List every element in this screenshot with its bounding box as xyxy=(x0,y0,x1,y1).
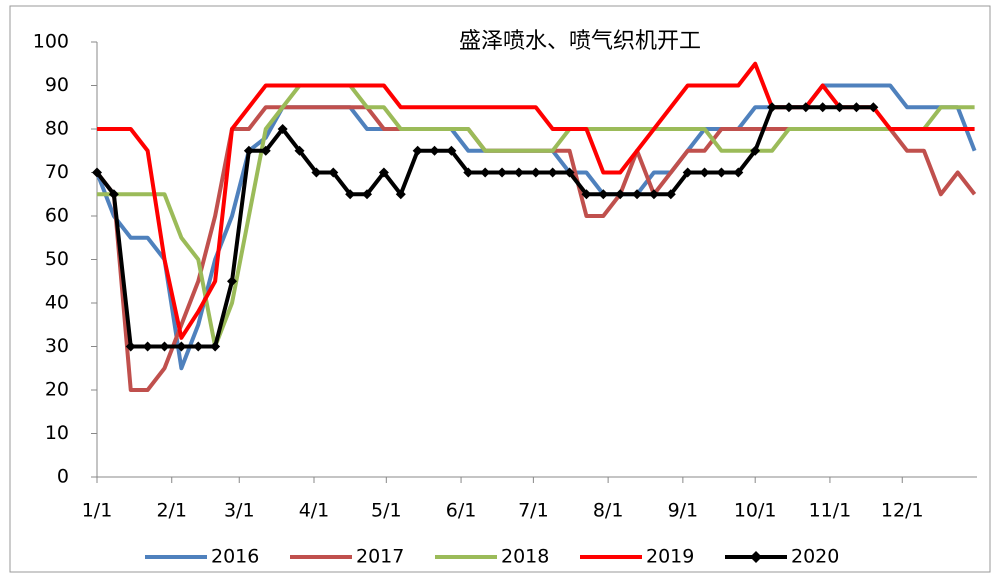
series-marker xyxy=(648,189,659,200)
series-marker xyxy=(834,102,845,113)
y-tick-label: 50 xyxy=(45,248,69,270)
series-marker xyxy=(429,145,440,156)
series-line xyxy=(97,83,975,349)
series-marker xyxy=(210,341,221,352)
y-tick-label: 70 xyxy=(45,161,69,183)
series-marker xyxy=(530,167,541,178)
series-marker xyxy=(817,102,828,113)
series-marker xyxy=(345,189,356,200)
series-marker xyxy=(227,276,238,287)
series-marker xyxy=(581,189,592,200)
legend-marker xyxy=(750,551,762,563)
series-marker xyxy=(665,189,676,200)
series-marker xyxy=(480,167,491,178)
series-marker xyxy=(108,189,119,200)
y-tick-label: 100 xyxy=(33,31,69,53)
chart-frame xyxy=(9,5,991,573)
series-marker xyxy=(159,341,170,352)
y-tick-label: 40 xyxy=(45,292,69,314)
series-marker xyxy=(294,145,305,156)
series-marker xyxy=(412,145,423,156)
x-tick-label: 4/1 xyxy=(299,500,330,522)
series-marker xyxy=(463,167,474,178)
x-tick-label: 1/1 xyxy=(82,500,113,522)
series-marker xyxy=(125,341,136,352)
series-marker xyxy=(142,341,153,352)
series-marker xyxy=(783,102,794,113)
x-tick-label: 7/1 xyxy=(518,500,549,522)
x-tick-label: 10/1 xyxy=(734,500,777,522)
x-tick-label: 9/1 xyxy=(668,500,699,522)
series-marker xyxy=(243,145,254,156)
series-marker xyxy=(193,341,204,352)
legend-label: 2019 xyxy=(646,546,694,568)
series-marker xyxy=(750,145,761,156)
legend-label: 2020 xyxy=(791,546,839,568)
series-marker xyxy=(311,167,322,178)
x-tick-label: 6/1 xyxy=(446,500,477,522)
x-tick-label: 3/1 xyxy=(224,500,255,522)
series-marker xyxy=(851,102,862,113)
series-marker xyxy=(632,189,643,200)
y-tick-label: 20 xyxy=(45,379,69,401)
series-marker xyxy=(260,145,271,156)
series-marker xyxy=(564,167,575,178)
x-tick-label: 12/1 xyxy=(881,500,924,522)
series-marker xyxy=(277,124,288,134)
series-marker xyxy=(868,102,879,113)
series-marker xyxy=(513,167,524,178)
series-marker xyxy=(598,189,609,200)
y-tick-label: 10 xyxy=(45,422,69,444)
x-tick-label: 11/1 xyxy=(809,500,852,522)
legend-label: 2017 xyxy=(356,546,404,568)
x-tick-label: 8/1 xyxy=(593,500,624,522)
series-marker xyxy=(395,189,406,200)
legend-label: 2018 xyxy=(501,546,549,568)
series-marker xyxy=(446,145,457,156)
series-marker xyxy=(497,167,508,178)
series-marker xyxy=(362,189,373,200)
series-marker xyxy=(716,167,727,178)
series-marker xyxy=(378,167,389,178)
series-marker xyxy=(800,102,811,113)
y-tick-label: 30 xyxy=(45,335,69,357)
legend-label: 2016 xyxy=(211,546,259,568)
series-marker xyxy=(615,189,626,200)
chart-title: 盛泽喷水、喷气织机开工 xyxy=(459,29,701,54)
y-tick-label: 0 xyxy=(57,466,69,488)
x-tick-label: 5/1 xyxy=(371,500,402,522)
y-tick-label: 80 xyxy=(45,118,69,140)
series-line xyxy=(97,61,975,340)
x-tick-label: 2/1 xyxy=(156,500,187,522)
series-marker xyxy=(547,167,558,178)
series-marker xyxy=(682,167,693,178)
series-marker xyxy=(328,167,339,178)
y-tick-label: 90 xyxy=(45,74,69,96)
y-tick-label: 60 xyxy=(45,205,69,227)
series-marker xyxy=(176,341,187,352)
series-marker xyxy=(733,167,744,178)
series-marker xyxy=(767,102,778,113)
series-marker xyxy=(699,167,710,178)
series-marker xyxy=(92,167,102,178)
